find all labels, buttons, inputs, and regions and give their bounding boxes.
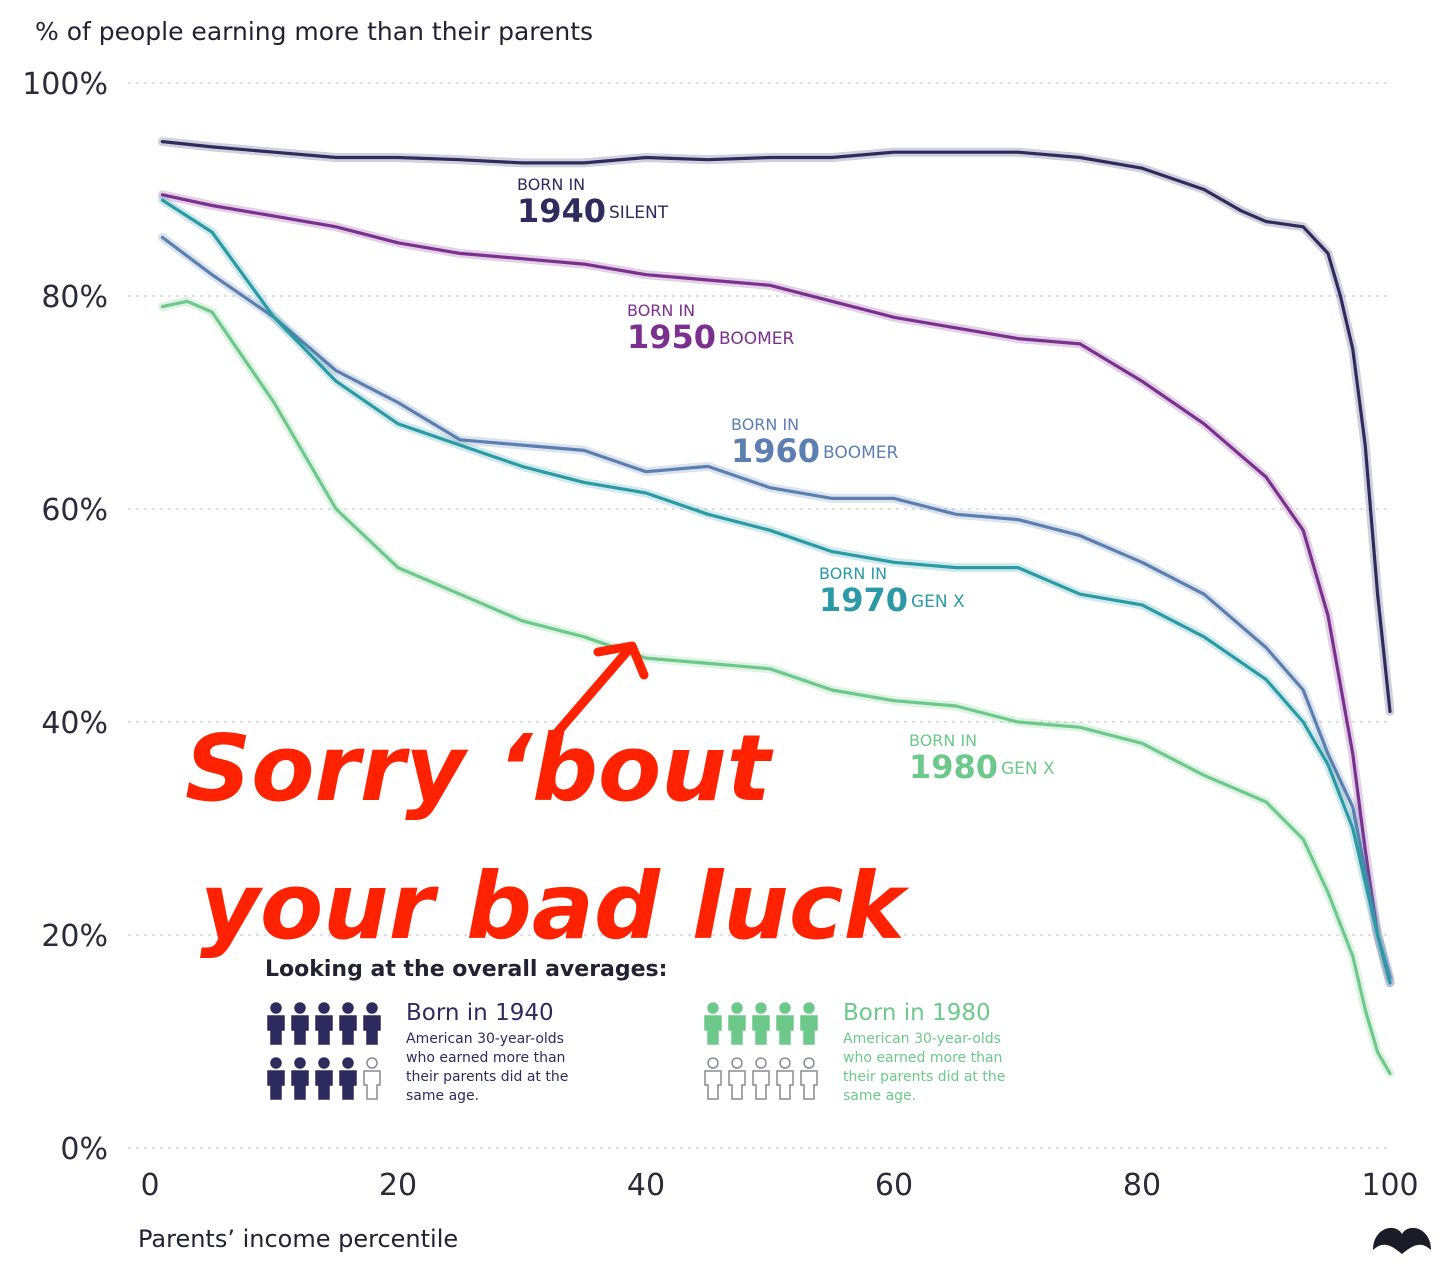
inset-description-line: American 30-year-olds: [406, 1031, 564, 1047]
series-label-generation: GEN X: [911, 592, 965, 612]
series-label-generation: GEN X: [1001, 759, 1055, 779]
annotation-text-line-1: Sorry ‘bout: [185, 715, 774, 822]
person-icon: [800, 1002, 818, 1045]
series-label-year: 1960: [731, 432, 820, 470]
series-label-year: 1980: [909, 748, 998, 786]
y-tick-label: 40%: [41, 706, 108, 741]
inset-description-line: American 30-year-olds: [843, 1031, 1001, 1047]
y-axis-title: % of people earning more than their pare…: [35, 17, 593, 46]
annotation-text-line-2: your bad luck: [200, 853, 909, 960]
series-label-generation: BOOMER: [719, 329, 795, 349]
series-label-born-in: BORN IN: [819, 564, 887, 583]
x-tick-label: 40: [627, 1168, 665, 1203]
person-icon: [315, 1002, 333, 1045]
person-icon: [315, 1057, 333, 1100]
inset-description-line: who earned more than: [843, 1050, 1002, 1066]
series-line-1960: [160, 235, 1392, 980]
person-icon: [291, 1057, 309, 1100]
person-icon: [267, 1057, 285, 1100]
annotation-arrow-shaft: [550, 643, 635, 740]
person-icon: [339, 1057, 357, 1100]
y-tick-label: 80%: [41, 280, 108, 315]
person-icon: [704, 1057, 722, 1100]
inset-heading: Born in 1980: [843, 1000, 991, 1026]
series-label-born-in: BORN IN: [627, 301, 695, 320]
inset-description-line: their parents did at the: [843, 1069, 1005, 1085]
series-line-1950: [160, 193, 1392, 985]
series-label-born-in: BORN IN: [731, 415, 799, 434]
inset-description-line: same age.: [406, 1088, 479, 1104]
person-icon: [752, 1002, 770, 1045]
person-icon: [752, 1057, 770, 1100]
person-icon: [267, 1002, 285, 1045]
person-icon: [291, 1002, 309, 1045]
x-tick-label: 0: [140, 1168, 159, 1203]
x-tick-label: 100: [1361, 1168, 1418, 1203]
series-line-1970: [160, 198, 1392, 985]
annotation-arrow-head: [593, 641, 649, 680]
person-icon: [339, 1002, 357, 1045]
x-axis-title: Parents’ income percentile: [138, 1225, 458, 1253]
inset-heading: Born in 1940: [406, 1000, 554, 1026]
person-icon: [800, 1057, 818, 1100]
person-icon: [776, 1057, 794, 1100]
person-icon: [728, 1057, 746, 1100]
x-tick-label: 60: [875, 1168, 913, 1203]
inset-description-line: their parents did at the: [406, 1069, 568, 1085]
x-tick-label: 80: [1123, 1168, 1161, 1203]
inset-description-line: who earned more than: [406, 1050, 565, 1066]
y-tick-label: 100%: [22, 67, 108, 102]
series-line-1980: [160, 299, 1392, 1076]
person-icon: [728, 1002, 746, 1045]
y-tick-label: 20%: [41, 919, 108, 954]
publisher-logo-icon: [1373, 1227, 1431, 1254]
x-tick-label: 20: [379, 1168, 417, 1203]
series-label-generation: SILENT: [609, 203, 669, 223]
person-icon: [363, 1002, 381, 1045]
series-label-year: 1940: [517, 192, 606, 230]
person-icon: [704, 1002, 722, 1045]
series-label-year: 1950: [627, 318, 716, 356]
series-line-1940: [160, 140, 1392, 713]
inset-title: Looking at the overall averages:: [265, 957, 667, 982]
y-tick-label: 60%: [41, 493, 108, 528]
series-label-born-in: BORN IN: [909, 731, 977, 750]
inset-description-line: same age.: [843, 1088, 916, 1104]
person-icon: [776, 1002, 794, 1045]
series-label-generation: BOOMER: [823, 443, 899, 463]
y-tick-label: 0%: [60, 1132, 108, 1167]
person-icon: [363, 1057, 381, 1100]
series-label-born-in: BORN IN: [517, 175, 585, 194]
series-label-year: 1970: [819, 581, 908, 619]
